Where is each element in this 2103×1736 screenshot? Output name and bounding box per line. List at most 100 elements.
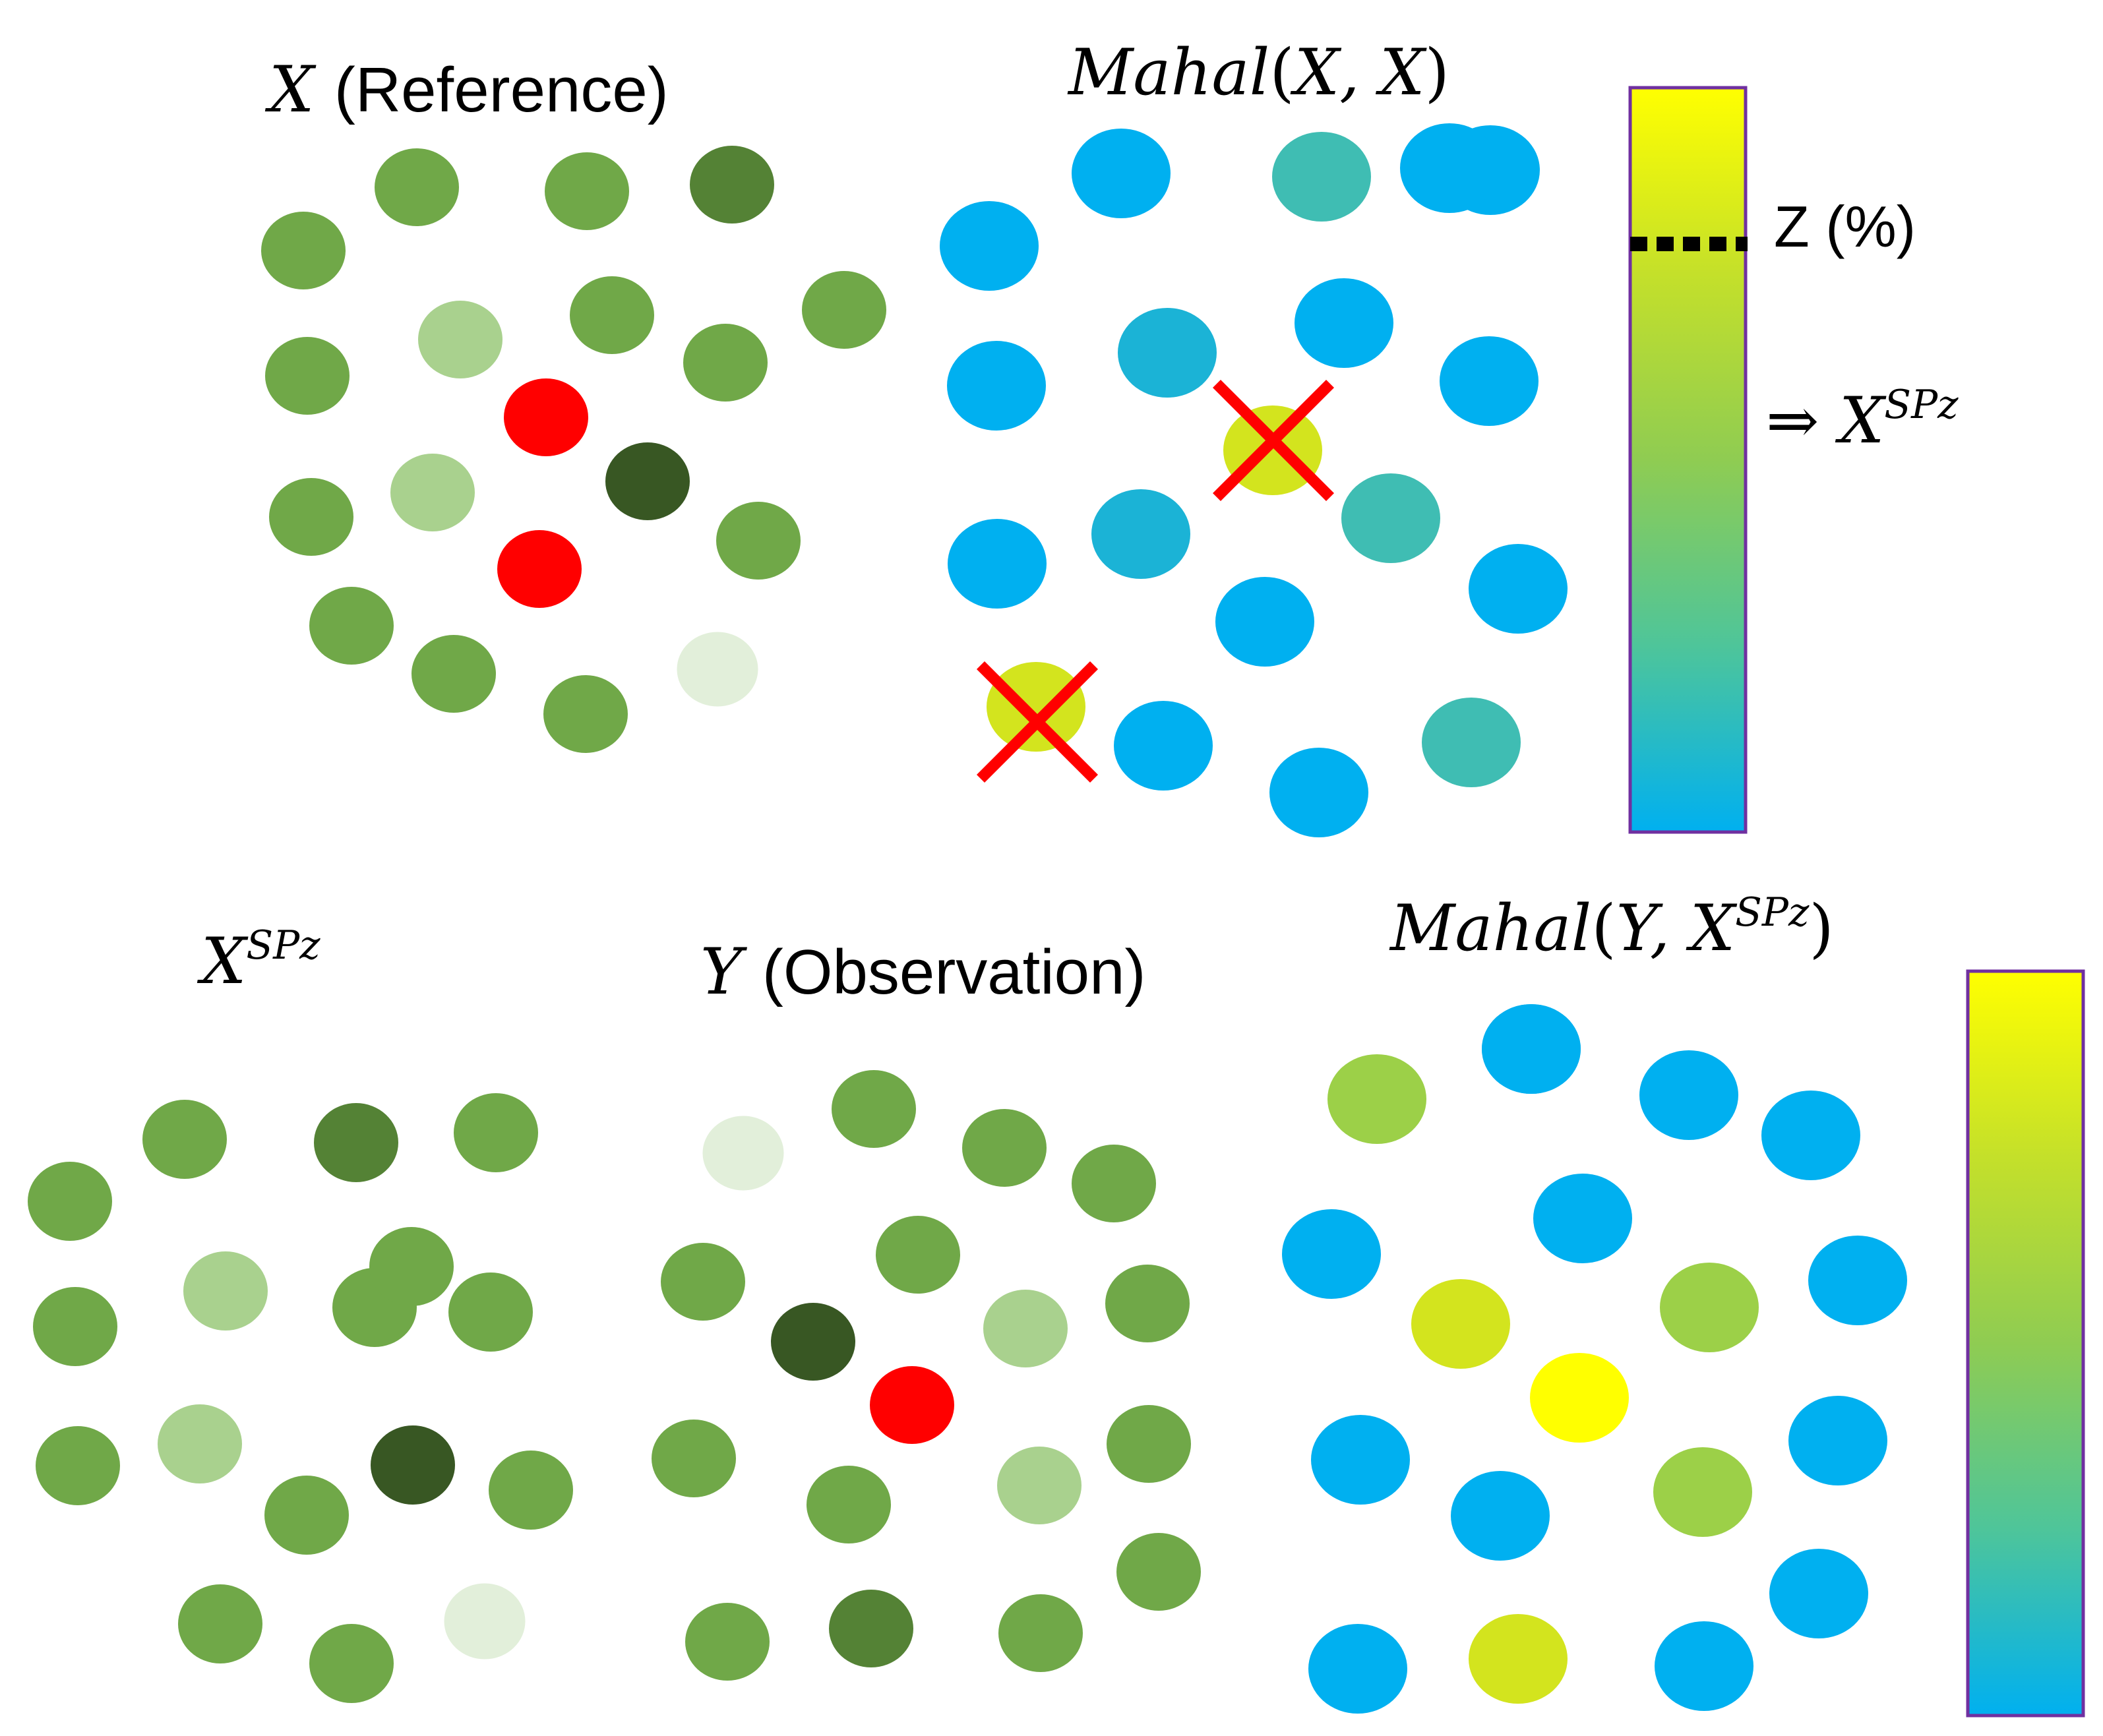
x-spz-dot xyxy=(314,1103,398,1182)
x-spz-dot xyxy=(489,1451,573,1530)
y-observation-dot xyxy=(962,1109,1047,1187)
mahal-y-xspz-dot xyxy=(1788,1396,1887,1485)
x-spz-dot xyxy=(33,1287,117,1366)
x-spz-dot xyxy=(183,1251,268,1331)
mahal-xx-dot xyxy=(1272,132,1371,222)
y-observation-dot xyxy=(1116,1533,1201,1611)
y-observation-dot xyxy=(699,1112,787,1194)
x-reference-dot xyxy=(716,502,801,580)
x-reference-dot xyxy=(673,628,762,710)
x-reference-dot xyxy=(570,276,654,354)
mahal-y-xspz-dot xyxy=(1533,1174,1632,1263)
x-reference-dot xyxy=(802,271,886,349)
y-observation-dot xyxy=(997,1447,1082,1524)
excluded-cross-icon xyxy=(976,661,1099,783)
panel-y-observation xyxy=(652,1070,1201,1681)
panel-mahal-y-xspz xyxy=(1282,1004,1907,1714)
mahal-y-xspz-dot xyxy=(1282,1209,1381,1299)
mahal-y-xspz-dot xyxy=(1653,1447,1752,1537)
mahal-y-xspz-dot xyxy=(1308,1624,1407,1714)
x-reference-dot xyxy=(411,635,496,713)
x-reference-dot xyxy=(418,301,503,378)
result-annotation: ⇒ XSPz xyxy=(1766,386,1958,452)
panel-x-spz xyxy=(28,1093,573,1703)
x-spz-dot xyxy=(36,1426,120,1505)
x-spz-dot xyxy=(178,1584,262,1663)
mahal-xx-dot xyxy=(1091,489,1190,579)
x-reference-dot xyxy=(683,324,768,402)
title-x-reference: X (Reference) xyxy=(269,58,669,122)
mahal-xx-dot xyxy=(1469,544,1568,634)
x-spz-dot xyxy=(28,1162,112,1241)
panel-mahal-xx xyxy=(940,123,1568,837)
mahal-y-xspz-dot xyxy=(1311,1415,1410,1505)
mahal-xx-dot xyxy=(1114,701,1213,791)
mahal-xx-dot xyxy=(1400,123,1499,213)
mahal-xx-dot xyxy=(1422,698,1521,787)
mahal-y-xspz-dot xyxy=(1469,1614,1568,1704)
mahal-y-xspz-dot xyxy=(1411,1279,1510,1369)
x-reference-dot xyxy=(545,152,629,230)
mahal-y-xspz-dot xyxy=(1482,1004,1581,1094)
excluded-cross-icon xyxy=(1212,379,1335,502)
title-x-reference-label: (Reference) xyxy=(334,55,669,125)
title-mahal-y-xspz-args: Y, X xyxy=(1616,891,1736,965)
mahal-xx-dot xyxy=(1341,473,1440,563)
mahal-xx-dot xyxy=(948,519,1047,609)
mahal-y-xspz-dot xyxy=(1530,1353,1629,1443)
title-mahal-y-xspz: Mahal(Y, XSPz) xyxy=(1390,890,1834,965)
title-x-reference-var: X xyxy=(269,53,315,127)
y-observation-dot xyxy=(998,1594,1083,1672)
colorbar-bottom xyxy=(1966,969,2085,1718)
result-var: X xyxy=(1839,384,1885,458)
mahal-xx-dot xyxy=(1440,336,1539,426)
y-observation-dot xyxy=(832,1070,916,1148)
x-reference-dot xyxy=(309,587,394,665)
title-y-observation-label: (Observation) xyxy=(762,937,1146,1007)
x-spz-dot xyxy=(158,1404,242,1483)
mahal-xx-dot xyxy=(940,201,1039,291)
title-mahal-xx-args: X, X xyxy=(1294,36,1425,109)
y-observation-dot xyxy=(876,1216,960,1294)
x-reference-dot xyxy=(265,337,350,415)
panel-x-reference xyxy=(261,146,886,753)
x-reference-dot xyxy=(690,146,774,224)
mahal-y-xspz-dot xyxy=(1769,1549,1868,1638)
mahal-xx-dot xyxy=(947,341,1046,431)
x-reference-dot xyxy=(375,148,459,226)
x-spz-dot xyxy=(369,1227,454,1306)
x-reference-dot xyxy=(497,530,582,608)
x-reference-dot xyxy=(605,442,690,520)
title-x-spz-var: X xyxy=(201,924,247,998)
title-x-spz: XSPz xyxy=(201,926,320,993)
mahal-y-xspz-dot xyxy=(1808,1236,1907,1325)
cross-stroke xyxy=(976,661,1099,783)
y-observation-dot xyxy=(829,1590,913,1667)
x-spz-dot xyxy=(441,1580,529,1663)
title-mahal-xx: Mahal(X, X) xyxy=(1068,36,1449,109)
y-observation-dot xyxy=(771,1303,855,1381)
y-observation-dot xyxy=(1105,1265,1190,1342)
colorbar-top xyxy=(1628,86,1748,834)
result-sup: SPz xyxy=(1884,382,1959,429)
y-observation-dot xyxy=(685,1603,770,1681)
title-mahal-y-xspz-func: Mahal xyxy=(1390,891,1592,965)
y-observation-dot xyxy=(983,1290,1068,1367)
mahal-xx-dot xyxy=(1072,129,1171,218)
mahal-xx-dot xyxy=(1118,308,1217,398)
title-y-observation-var: Y xyxy=(700,935,743,1009)
y-observation-dot xyxy=(652,1420,736,1497)
x-spz-dot xyxy=(448,1272,533,1352)
x-reference-dot xyxy=(261,212,346,289)
x-reference-dot xyxy=(504,378,588,456)
mahal-y-xspz-dot xyxy=(1451,1471,1550,1561)
arrow-icon: ⇒ xyxy=(1766,384,1819,458)
title-mahal-xx-func: Mahal xyxy=(1068,36,1270,109)
mahal-xx-dot xyxy=(1295,278,1393,368)
title-mahal-y-xspz-sup: SPz xyxy=(1735,890,1810,936)
x-spz-dot xyxy=(309,1624,394,1703)
mahal-y-xspz-dot xyxy=(1660,1263,1759,1352)
mahal-y-xspz-dot xyxy=(1655,1621,1753,1711)
